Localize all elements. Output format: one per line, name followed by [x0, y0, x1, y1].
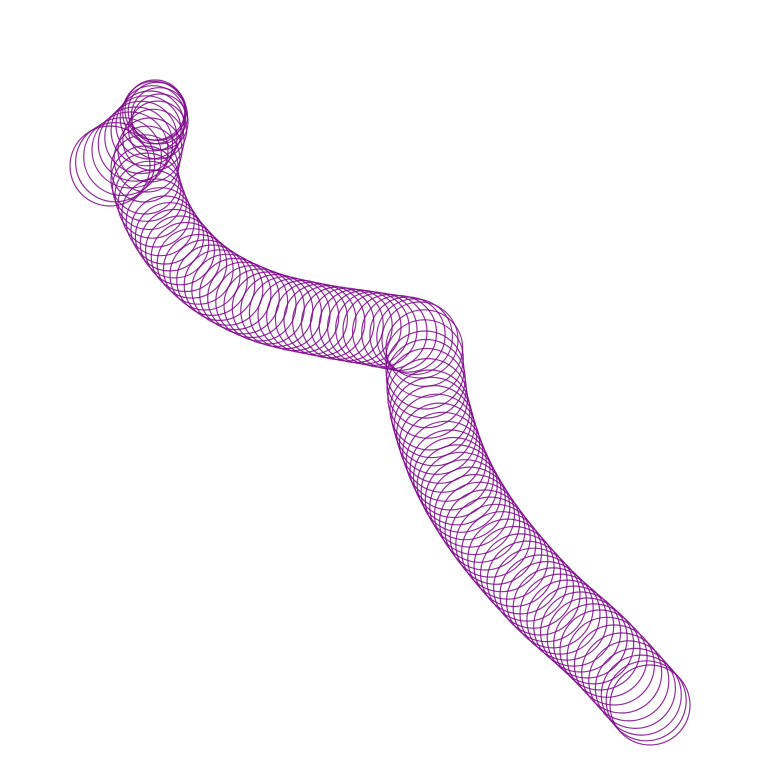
trail-circle [114, 160, 184, 231]
trail-circle [110, 95, 182, 167]
trail-circle [609, 664, 691, 746]
trail-circle [215, 265, 289, 339]
trail-circle [533, 585, 615, 667]
trail-circle [420, 451, 502, 533]
trail-circle [499, 554, 581, 636]
trail-circle [274, 281, 348, 355]
trail-circle [416, 444, 498, 526]
trail-circle [600, 654, 682, 736]
trail-circle [150, 221, 221, 293]
trail-circle [335, 291, 410, 367]
trail-circle [433, 473, 516, 556]
trail-circle [605, 660, 687, 742]
trail-circle [505, 560, 588, 643]
trail-circle [111, 152, 182, 222]
trail-circle [553, 603, 635, 685]
trail-circle [473, 525, 555, 608]
trail-circle [393, 385, 475, 467]
trail-circle [115, 90, 185, 160]
circle-trail [69, 79, 691, 746]
trail-circle [376, 298, 454, 376]
trail-circle [369, 296, 446, 373]
trail-circle [117, 117, 183, 183]
trail-circle [223, 268, 297, 342]
trail-circle [559, 609, 641, 691]
trail-circle [389, 369, 471, 451]
trail-circle [467, 518, 549, 600]
trail-circle [128, 100, 188, 160]
trail-circle [594, 647, 677, 730]
trail-circle [183, 249, 256, 322]
trail-circle [125, 187, 195, 257]
trail-circle [130, 195, 200, 265]
trail-circle [396, 393, 478, 475]
trail-circle [412, 436, 495, 519]
trail-circle [91, 111, 169, 189]
trail-circle [139, 208, 210, 279]
trail-circle [455, 503, 537, 585]
trail-circle [134, 202, 205, 272]
trail-circle [110, 134, 179, 203]
trail-circle [546, 597, 628, 679]
trail-circle [444, 489, 526, 571]
trail-circle [539, 591, 622, 673]
trail-circle [283, 283, 357, 357]
trail-circle [391, 376, 473, 459]
trail-circle [257, 278, 331, 352]
trail-circle [581, 632, 663, 714]
trail-circle [199, 257, 272, 331]
trail-circle [566, 616, 648, 698]
trail-circle [385, 319, 464, 398]
trail-circle [342, 292, 418, 368]
trail-circle [113, 125, 181, 193]
trail-circle [386, 338, 466, 419]
trail-circle [461, 511, 543, 593]
trail-circle [402, 411, 484, 493]
trail-circle [588, 640, 670, 722]
trail-circle [512, 567, 594, 649]
trail-circle [191, 253, 264, 326]
trail-circle [266, 279, 340, 354]
trail-circle [162, 233, 234, 305]
trail-circle [449, 496, 531, 578]
trail-circle [156, 228, 228, 299]
trail-circle [439, 481, 521, 563]
trail-circle [381, 301, 459, 379]
